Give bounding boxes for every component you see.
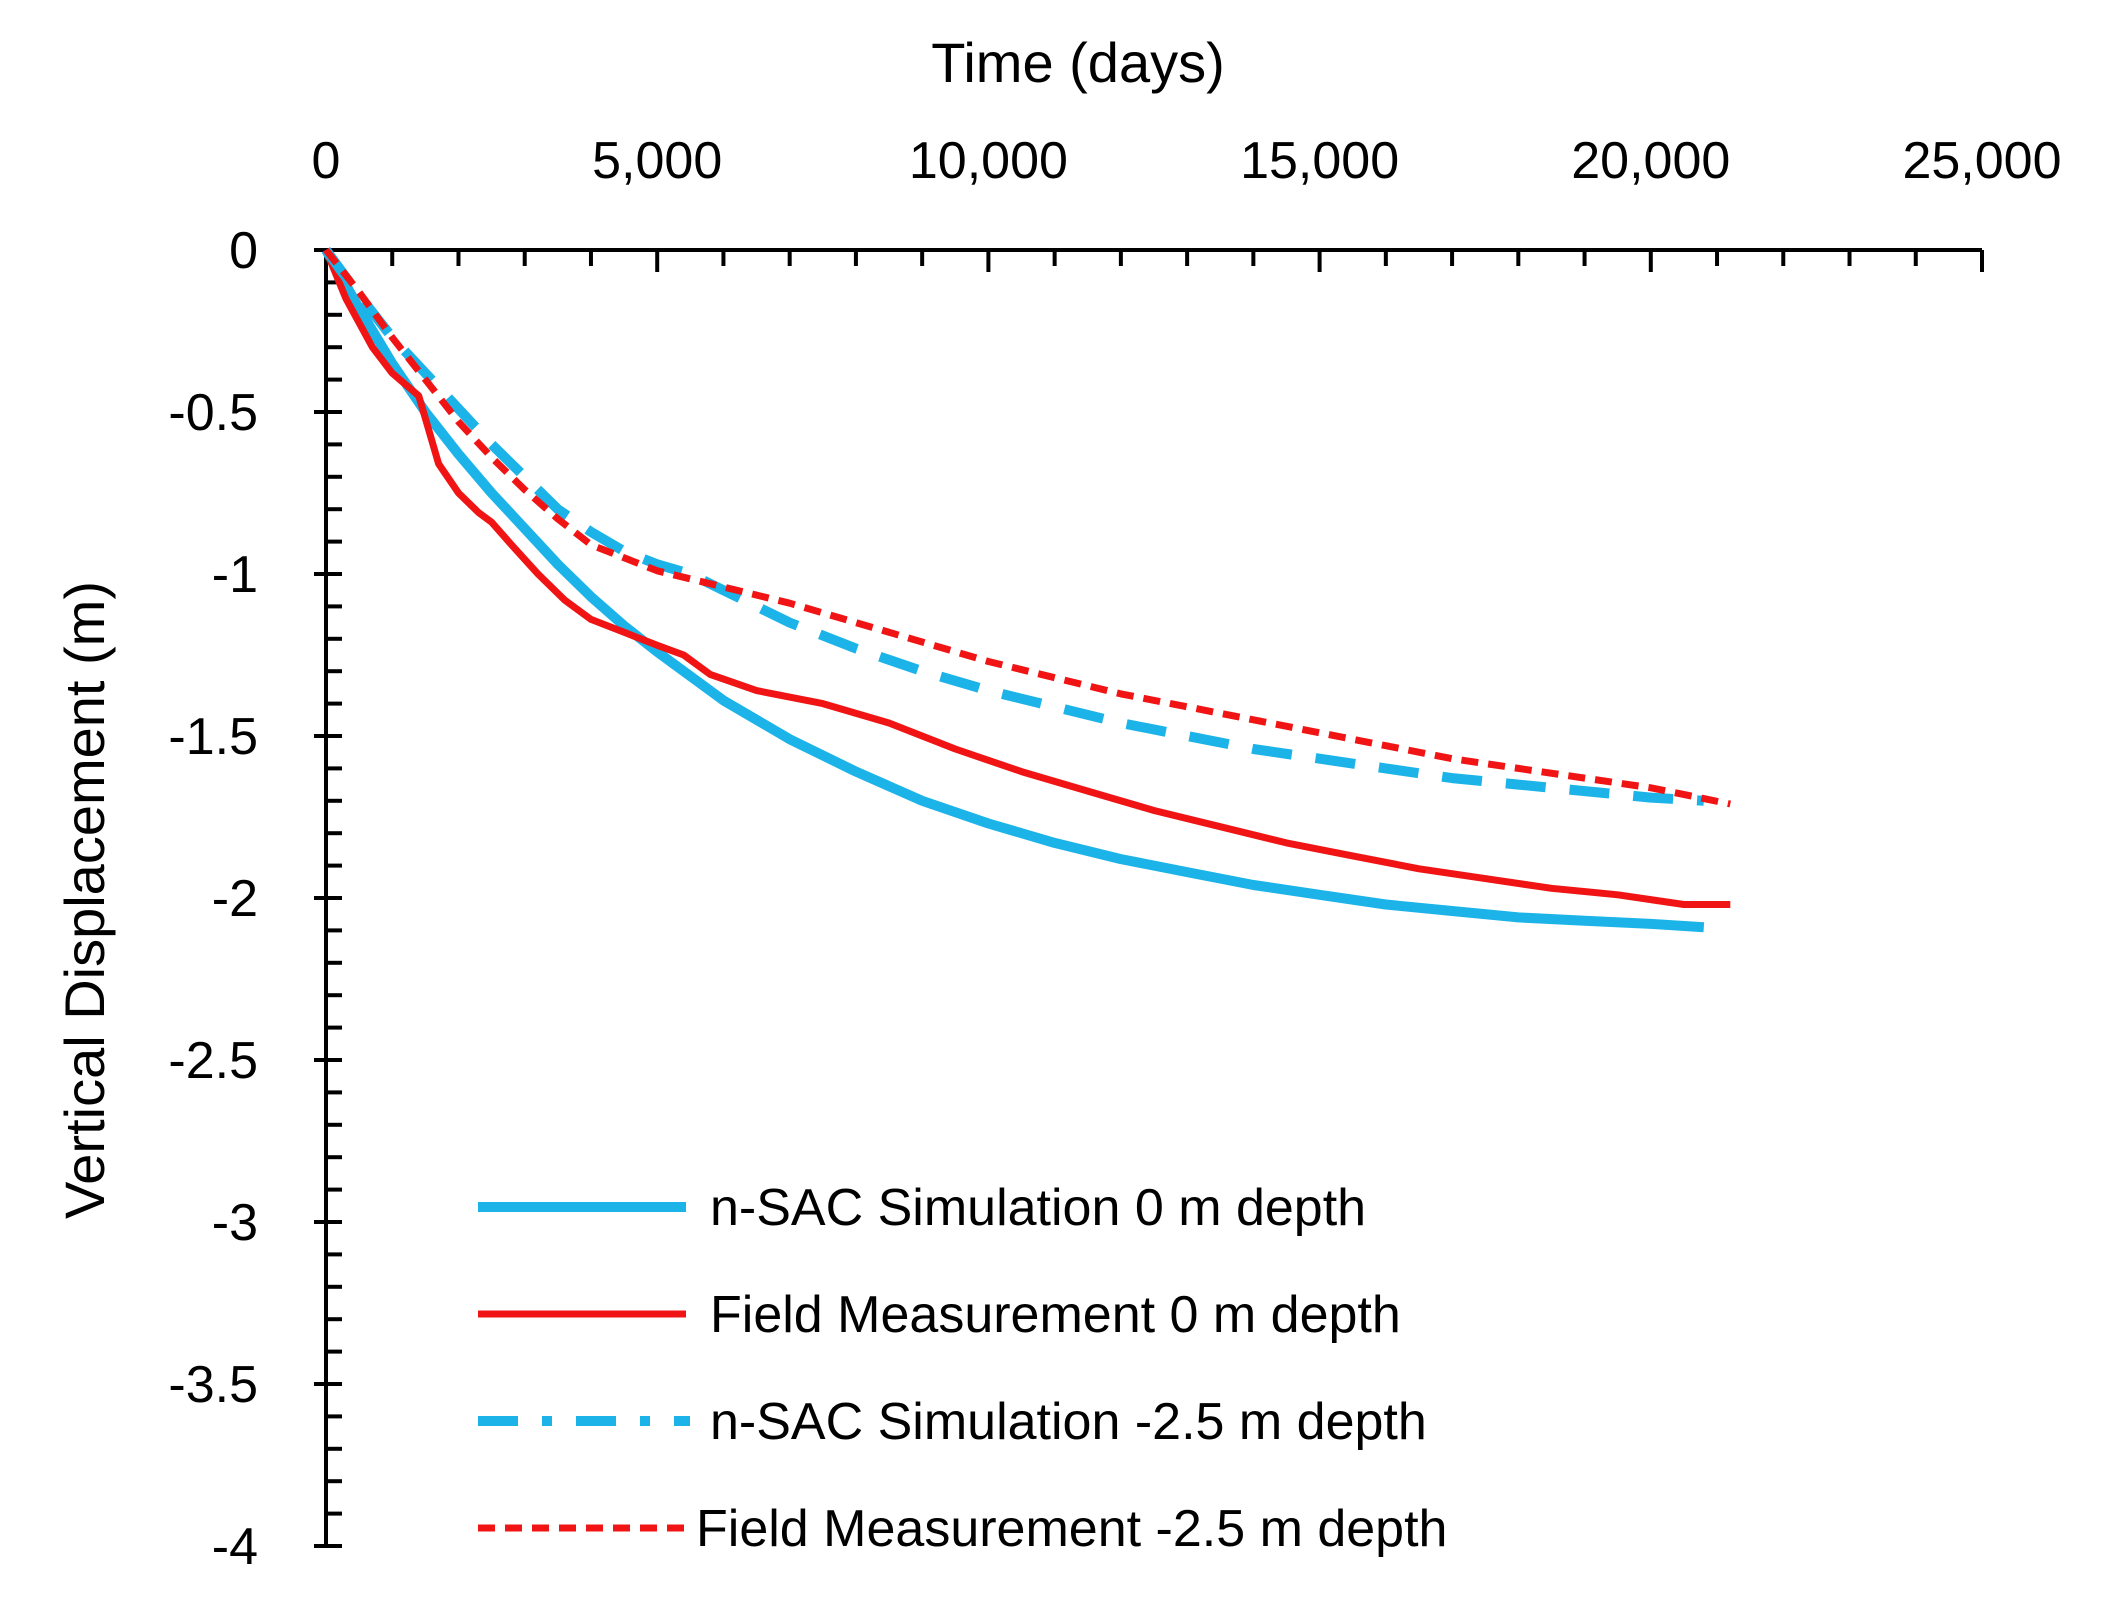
x-tick-label: 25,000: [1902, 132, 2061, 190]
y-tick-label: -3: [212, 1194, 258, 1252]
series-line-2: [321, 247, 1705, 806]
y-tick-label: -1.5: [168, 708, 258, 766]
x-tick-label: 5,000: [592, 132, 722, 190]
y-tick-label: 0: [229, 222, 258, 280]
series-line-0: [321, 247, 1705, 933]
legend: n-SAC Simulation 0 m depth Field Measure…: [478, 1179, 1447, 1558]
y-tick-label: -4: [212, 1518, 258, 1576]
legend-label-nsac-0m: n-SAC Simulation 0 m depth: [710, 1179, 1366, 1237]
series-layer: [321, 247, 1731, 933]
x-tick-label: 10,000: [909, 132, 1068, 190]
legend-label-field-0m: Field Measurement 0 m depth: [710, 1286, 1401, 1344]
legend-label-nsac-2-5m: n-SAC Simulation -2.5 m depth: [710, 1393, 1427, 1451]
y-tick-label: -1: [212, 546, 258, 604]
legend-label-field-2-5m: Field Measurement -2.5 m depth: [696, 1500, 1447, 1558]
y-tick-label: -2: [212, 870, 258, 928]
axis-ticks: [314, 248, 1984, 1548]
y-axis-title: Vertical Displacement (m): [53, 581, 116, 1219]
y-tick-label: -2.5: [168, 1032, 258, 1090]
y-tick-label: -0.5: [168, 384, 258, 442]
y-tick-label: -3.5: [168, 1356, 258, 1414]
y-tick-labels: 0 -0.5 -1 -1.5 -2 -2.5 -3 -3.5 -4: [168, 222, 258, 1576]
x-tick-label: 20,000: [1571, 132, 1730, 190]
x-tick-label: 0: [312, 132, 341, 190]
series-line-1: [322, 248, 1731, 908]
x-tick-label: 15,000: [1240, 132, 1399, 190]
x-axis-title: Time (days): [931, 31, 1225, 94]
x-tick-labels: 0 5,000 10,000 15,000 20,000 25,000: [312, 132, 2062, 190]
